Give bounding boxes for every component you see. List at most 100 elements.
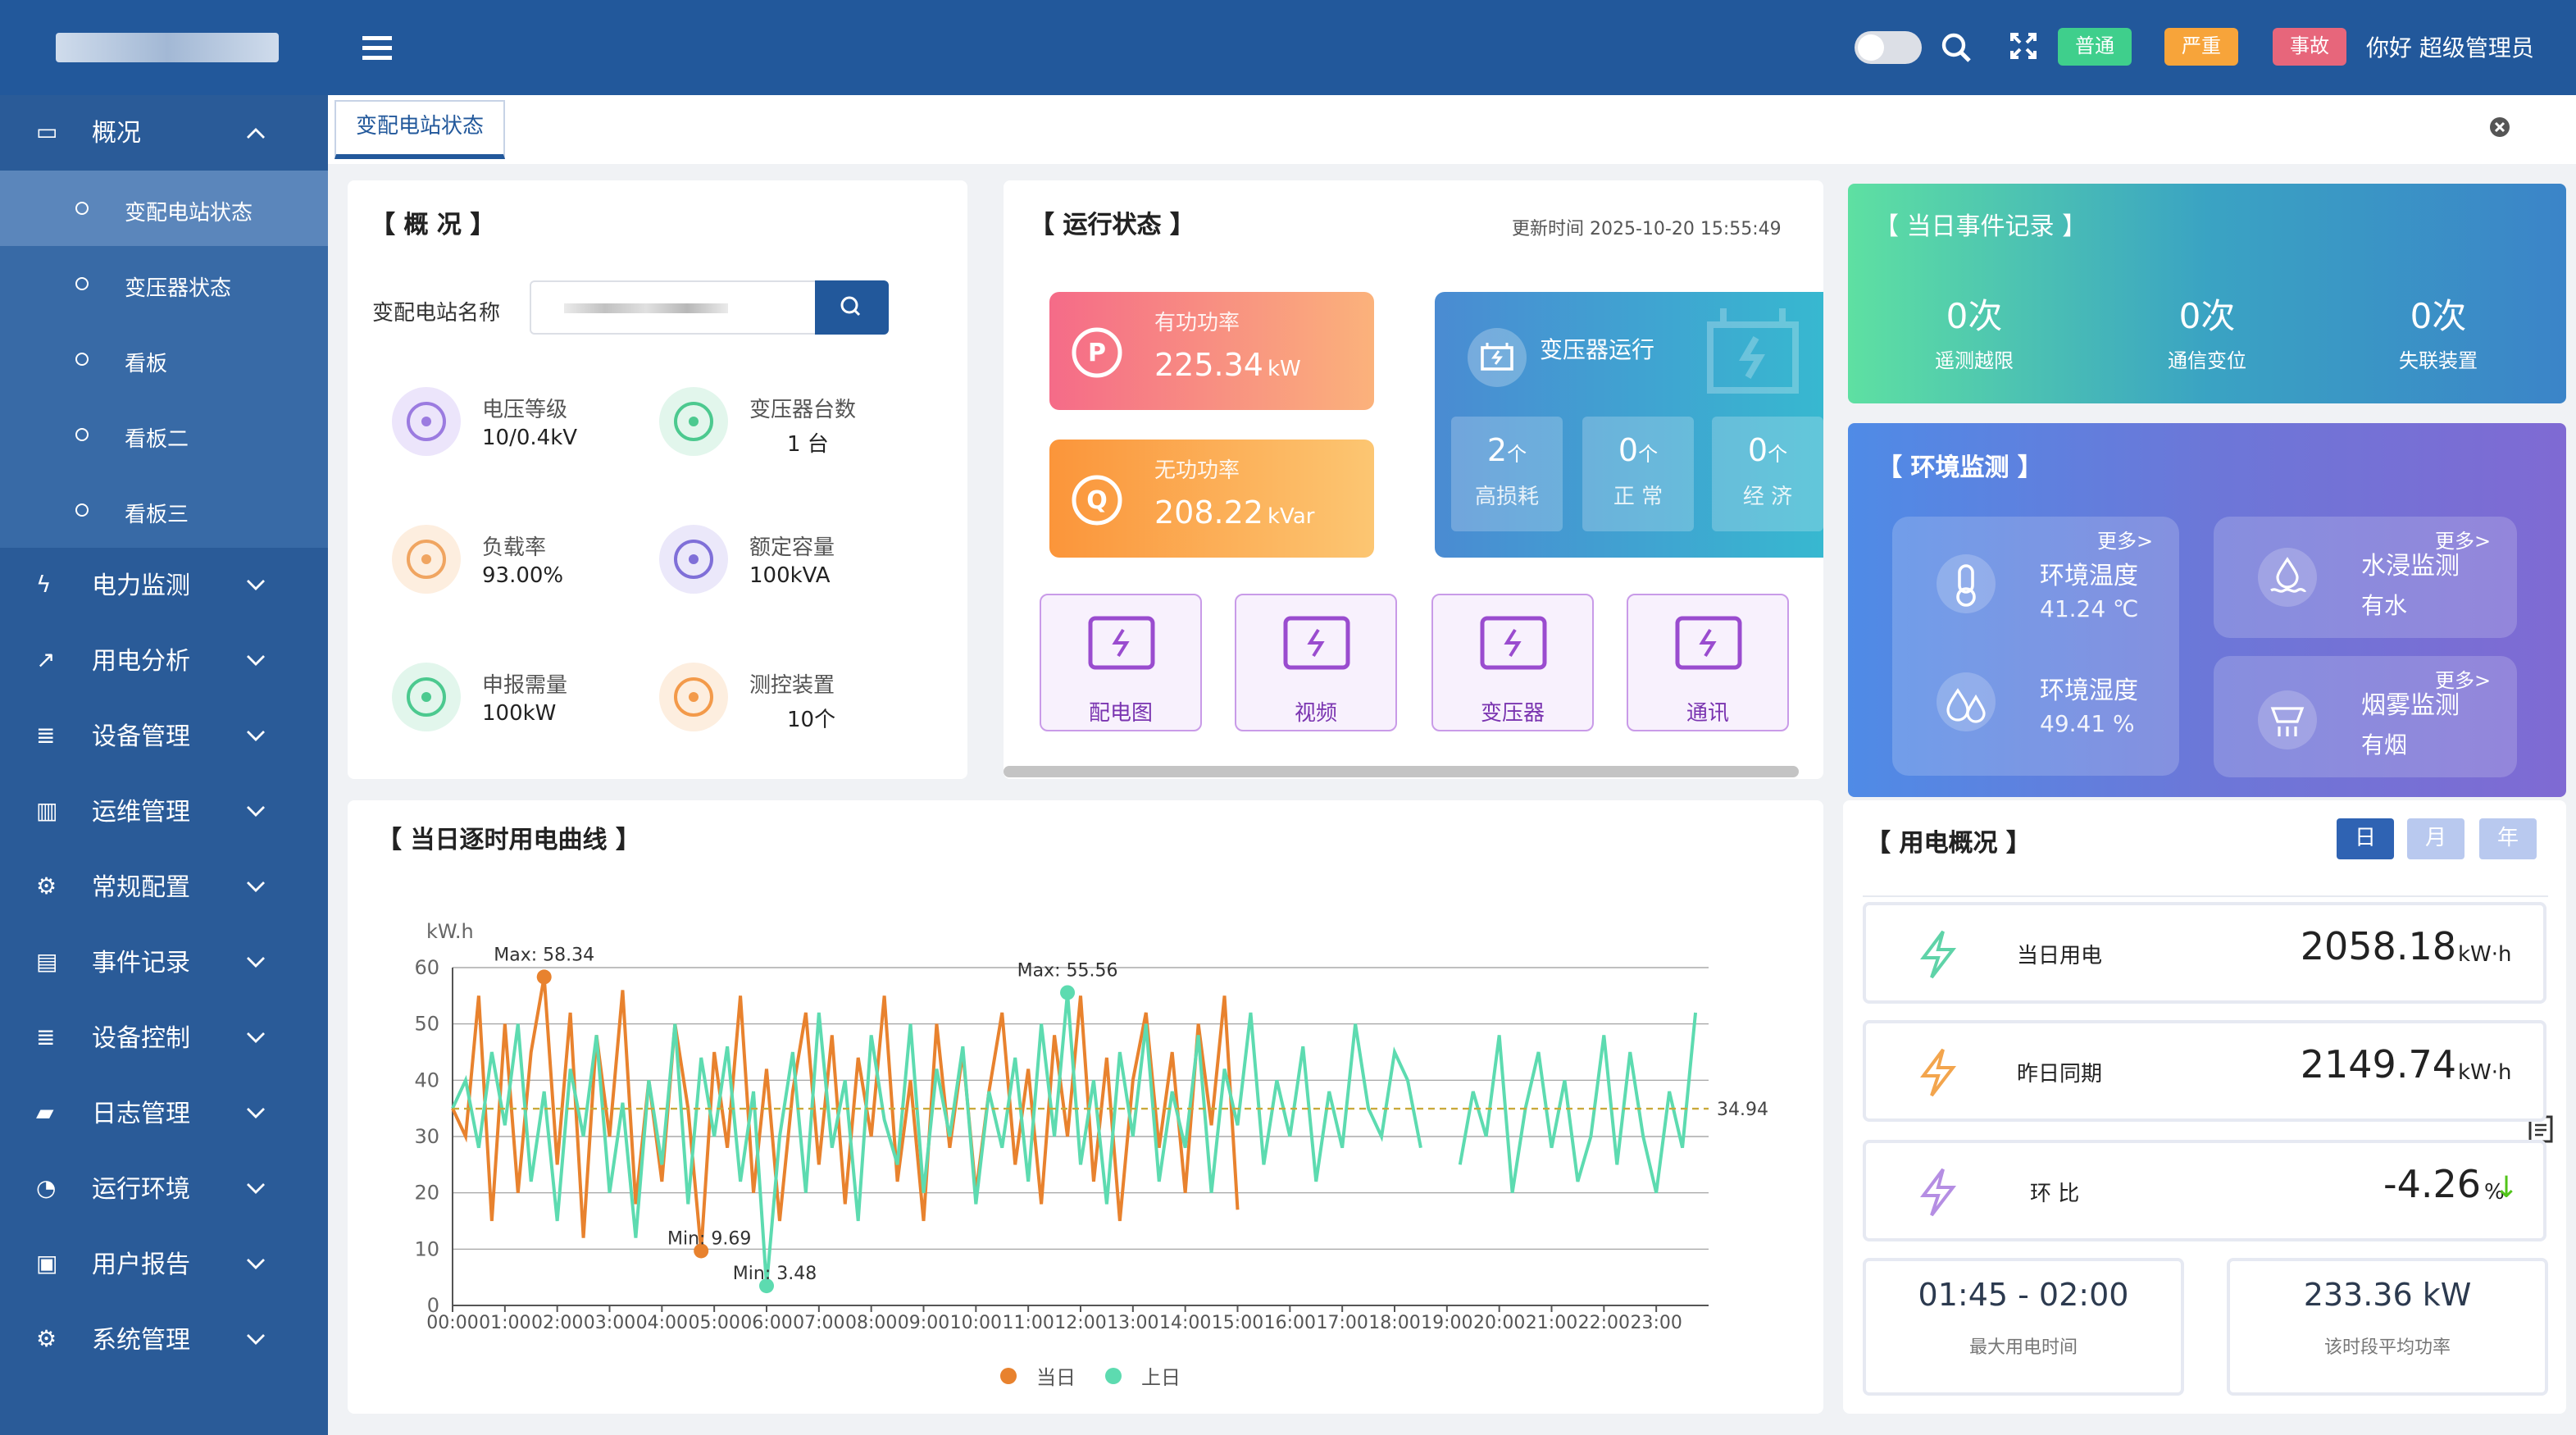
legend-swatch: [1105, 1368, 1122, 1384]
menu-label: 设备管理: [92, 722, 191, 751]
y-tick-label: 50: [414, 1013, 439, 1036]
menu-item[interactable]: ⚙ 常规配置: [0, 850, 328, 925]
theme-switch[interactable]: [1855, 31, 1922, 64]
usage-value: -4.26: [2383, 1164, 2481, 1207]
tab[interactable]: 变配电站状态: [335, 100, 505, 159]
x-tick-label: 07:00: [793, 1313, 844, 1333]
extreme-point: [536, 969, 552, 985]
menu-label: 运维管理: [92, 797, 191, 827]
stat-label: 经 济: [1742, 485, 1793, 510]
card-title: 【 概 况 】: [371, 210, 495, 239]
extreme-point: [759, 1278, 774, 1294]
stat-value: 0: [1747, 433, 1768, 469]
menu-item[interactable]: ≣ 设备控制: [0, 1000, 328, 1076]
menu-item[interactable]: ▰ 日志管理: [0, 1076, 328, 1151]
x-tick-label: 23:00: [1630, 1313, 1682, 1333]
menu-item[interactable]: ▭ 概况: [0, 95, 328, 171]
greeting[interactable]: 你好 超级管理员: [2366, 36, 2534, 62]
menu-item[interactable]: ≣ 设备管理: [0, 699, 328, 774]
function-button[interactable]: 视频: [1235, 594, 1397, 731]
level-serious[interactable]: 严重: [2164, 28, 2238, 66]
more-link[interactable]: 更多>: [2435, 530, 2492, 553]
fullscreen-icon[interactable]: [2010, 33, 2037, 59]
x-tick-label: 13:00: [1107, 1313, 1158, 1333]
env-label: 烟雾监测: [2361, 690, 2460, 720]
y-tick-label: 10: [414, 1237, 439, 1260]
legend-swatch: [1000, 1368, 1017, 1384]
overview-label: 额定容量: [749, 536, 835, 561]
submenu-item[interactable]: 看板: [0, 321, 328, 397]
submenu-item[interactable]: 变压器状态: [0, 246, 328, 321]
stat-value: 0: [1618, 433, 1639, 469]
legend-label: 当日: [1036, 1366, 1076, 1389]
svg-text:Q: Q: [1086, 486, 1108, 515]
level-accident[interactable]: 事故: [2273, 28, 2346, 66]
period-button[interactable]: 年: [2479, 818, 2537, 859]
menu-item[interactable]: ϟ 电力监测: [0, 548, 328, 623]
search-icon[interactable]: [1941, 33, 1971, 62]
level-normal[interactable]: 普通: [2058, 28, 2132, 66]
period-button[interactable]: 月: [2407, 818, 2464, 859]
menu-item[interactable]: ◔ 运行环境: [0, 1151, 328, 1227]
x-tick-label: 00:00: [426, 1313, 478, 1333]
y-tick-label: 30: [414, 1125, 439, 1148]
legend-label: 上日: [1141, 1366, 1181, 1389]
x-tick-label: 05:00: [688, 1313, 740, 1333]
search-input[interactable]: [530, 280, 818, 335]
overview-value: 93.00%: [482, 564, 564, 589]
button-label: 变压器: [1480, 702, 1545, 727]
menu-item[interactable]: ▣ 用户报告: [0, 1227, 328, 1302]
tab-close[interactable]: [2489, 116, 2510, 138]
event-count: 0次: [1946, 297, 2003, 336]
more-link[interactable]: 更多>: [2097, 530, 2154, 553]
submenu-item[interactable]: 变配电站状态: [0, 171, 328, 246]
chart: 【 当日逐时用电曲线 】 kW.h 0 10 20 30 40 50 60 00:00 01:0…: [377, 826, 1768, 1389]
menu-item[interactable]: ↗ 用电分析: [0, 623, 328, 699]
scrollbar[interactable]: [1004, 766, 1799, 777]
overview-label: 申报需量: [482, 674, 568, 699]
power-unit: kVar: [1268, 505, 1315, 530]
chart-title: 【 当日逐时用电曲线 】: [377, 826, 640, 854]
search-label: 变配电站名称: [372, 302, 501, 326]
overview-icon: [659, 387, 728, 456]
submenu-item[interactable]: 看板三: [0, 472, 328, 548]
x-tick-label: 20:00: [1473, 1313, 1525, 1333]
env-label: 环境湿度: [2040, 676, 2139, 705]
menu-item[interactable]: ⚙ 系统管理: [0, 1302, 328, 1378]
temp-humidity-box: 更多> 环境温度 41.24 ℃ 环境湿度 49.41 %: [1892, 517, 2179, 776]
function-button[interactable]: 变压器: [1431, 594, 1594, 731]
event-label: 遥测越限: [1934, 349, 2014, 372]
usage-summary: [1863, 1258, 2184, 1396]
submenu-item[interactable]: 看板二: [0, 397, 328, 472]
search-button[interactable]: [815, 280, 889, 335]
overview-label: 负载率: [482, 536, 547, 561]
summary-label: 该时段平均功率: [2324, 1337, 2451, 1358]
usage-summary: [2227, 1258, 2548, 1396]
x-tick-label: 04:00: [636, 1313, 688, 1333]
function-button[interactable]: 配电图: [1040, 594, 1202, 731]
submenu-label: 变压器状态: [125, 277, 232, 302]
overview-value: 100kVA: [749, 564, 831, 589]
menu-label: 概况: [92, 118, 142, 148]
function-button[interactable]: 通讯: [1627, 594, 1789, 731]
line-series: [451, 992, 1698, 1287]
button-label: 通讯: [1686, 702, 1729, 727]
stat-label: 正 常: [1613, 485, 1663, 510]
more-link[interactable]: 更多>: [2435, 669, 2492, 692]
menu-item[interactable]: ▥ 运维管理: [0, 774, 328, 850]
x-tick-label: 01:00: [479, 1313, 530, 1333]
flood-box: 更多> 水浸监测 有水: [2214, 517, 2517, 638]
power-value: 208.22: [1154, 495, 1263, 531]
period-button[interactable]: 日: [2337, 818, 2394, 859]
overview-icon: [392, 387, 461, 456]
menu-toggle[interactable]: [361, 33, 394, 62]
usage-value: 2058.18: [2300, 927, 2456, 969]
transformer-stat: 0个经 济: [1712, 417, 1823, 531]
event-count: 0次: [2410, 297, 2467, 336]
menu-item[interactable]: ▤ 事件记录: [0, 925, 328, 1000]
menu-label: 电力监测: [92, 571, 191, 600]
x-tick-label: 02:00: [531, 1313, 583, 1333]
chart-card: 【 当日逐时用电曲线 】 kW.h 0 10 20 30 40 50 60 00:00 01:0…: [348, 800, 1823, 1414]
environment-card: 【 环境监测 】: [1848, 423, 2566, 797]
